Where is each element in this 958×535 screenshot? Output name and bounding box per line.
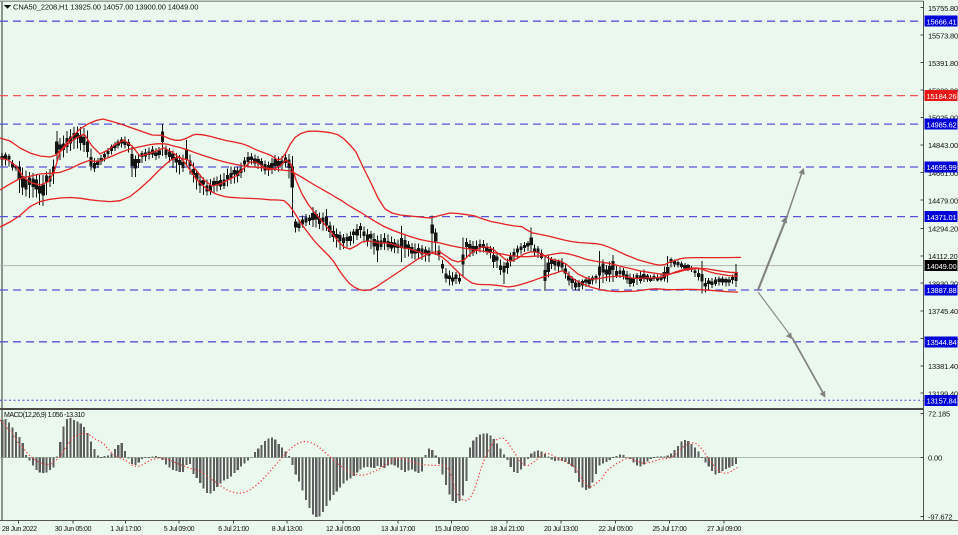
svg-text:13 Jul 17:00: 13 Jul 17:00: [381, 526, 415, 533]
svg-text:27 Jul 09:00: 27 Jul 09:00: [707, 526, 741, 533]
svg-text:14371.01: 14371.01: [927, 213, 957, 222]
svg-text:MACD(12,26,9) 1.056 -13.310: MACD(12,26,9) 1.056 -13.310: [4, 412, 85, 419]
svg-text:14112.20: 14112.20: [928, 252, 958, 261]
svg-text:13887.88: 13887.88: [927, 286, 957, 295]
svg-text:72.185: 72.185: [928, 410, 950, 419]
svg-text:CNA50_2208,H1 13925.00 14057.: CNA50_2208,H1 13925.00 14057.00 13900.00…: [13, 3, 198, 12]
svg-text:13157.84: 13157.84: [927, 397, 957, 406]
svg-text:15025.00: 15025.00: [928, 114, 958, 123]
svg-text:22 Jul 05:00: 22 Jul 05:00: [599, 526, 633, 533]
svg-text:18 Jul 21:00: 18 Jul 21:00: [490, 526, 524, 533]
svg-text:13381.40: 13381.40: [928, 362, 958, 371]
svg-text:1 Jul 17:00: 1 Jul 17:00: [110, 526, 141, 533]
svg-text:30 Jun 05:00: 30 Jun 05:00: [55, 526, 92, 533]
svg-text:14985.62: 14985.62: [927, 120, 957, 129]
svg-text:20 Jul 13:00: 20 Jul 13:00: [544, 526, 578, 533]
svg-text:13544.84: 13544.84: [927, 338, 957, 347]
svg-text:13930.20: 13930.20: [928, 279, 958, 288]
svg-text:15666.41: 15666.41: [927, 17, 957, 26]
svg-text:13745.40: 13745.40: [928, 307, 958, 316]
svg-text:-97.672: -97.672: [928, 513, 952, 522]
svg-text:25 Jul 17:00: 25 Jul 17:00: [653, 526, 687, 533]
svg-text:6 Jul 21:00: 6 Jul 21:00: [218, 526, 249, 533]
svg-text:14049.00: 14049.00: [927, 262, 957, 271]
svg-text:14479.00: 14479.00: [928, 196, 958, 205]
svg-text:14695.99: 14695.99: [927, 163, 957, 172]
svg-text:12 Jul 05:00: 12 Jul 05:00: [326, 526, 360, 533]
svg-text:15573.80: 15573.80: [928, 31, 958, 40]
svg-text:0.00: 0.00: [928, 454, 942, 463]
svg-text:5 Jul 09:00: 5 Jul 09:00: [164, 526, 195, 533]
svg-text:15755.80: 15755.80: [928, 4, 958, 13]
svg-text:28 Jun 2022: 28 Jun 2022: [2, 526, 37, 533]
svg-text:13199.40: 13199.40: [928, 389, 958, 398]
svg-text:14294.20: 14294.20: [928, 225, 958, 234]
svg-text:15391.80: 15391.80: [928, 59, 958, 68]
svg-text:15 Jul 09:00: 15 Jul 09:00: [435, 526, 469, 533]
svg-text:8 Jul 13:00: 8 Jul 13:00: [272, 526, 303, 533]
svg-text:14843.00: 14843.00: [928, 141, 958, 150]
svg-text:14661.00: 14661.00: [928, 169, 958, 178]
svg-text:15184.26: 15184.26: [927, 92, 957, 101]
